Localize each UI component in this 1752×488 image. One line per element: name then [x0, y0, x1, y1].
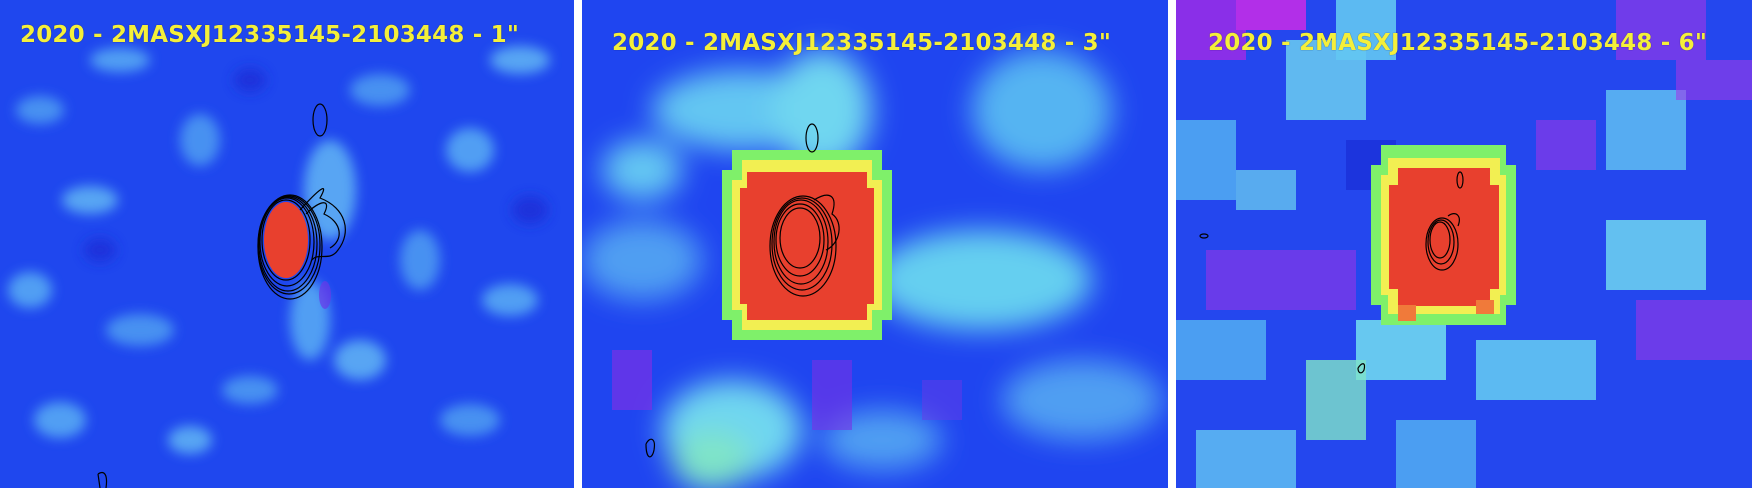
image-panel-3arcsec: 2020 - 2MASXJ12335145-2103448 - 3"	[582, 0, 1168, 488]
radio-map-3arcsec	[582, 0, 1168, 488]
image-panel-6arcsec: 2020 - 2MASXJ12335145-2103448 - 6"	[1176, 0, 1752, 488]
panel-title: 2020 - 2MASXJ12335145-2103448 - 6"	[1208, 30, 1708, 56]
panel-title: 2020 - 2MASXJ12335145-2103448 - 3"	[612, 30, 1112, 56]
radio-map-1arcsec	[0, 0, 574, 488]
image-panel-1arcsec: 2020 - 2MASXJ12335145-2103448 - 1"	[0, 0, 574, 488]
radio-map-6arcsec	[1176, 0, 1752, 488]
panel-title: 2020 - 2MASXJ12335145-2103448 - 1"	[20, 22, 520, 48]
